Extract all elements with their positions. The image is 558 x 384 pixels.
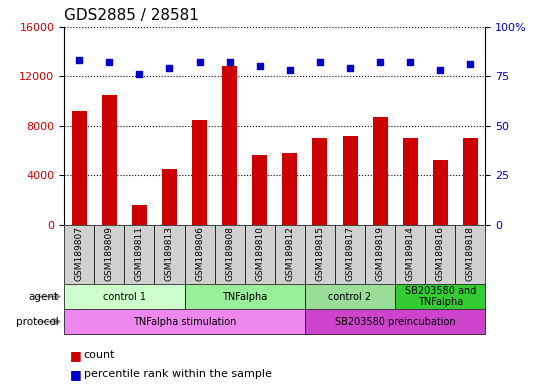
Text: SB203580 preincubation: SB203580 preincubation	[335, 316, 455, 327]
Bar	[395, 225, 425, 284]
Bar	[64, 225, 94, 284]
Point	[285, 67, 294, 73]
Text: percentile rank within the sample: percentile rank within the sample	[84, 369, 272, 379]
Text: GSM189809: GSM189809	[105, 227, 114, 281]
Point	[436, 67, 445, 73]
Text: control 2: control 2	[329, 291, 372, 302]
Bar	[433, 161, 448, 225]
Bar	[373, 117, 388, 225]
Text: SB203580 and
TNFalpha: SB203580 and TNFalpha	[405, 286, 476, 308]
Text: GSM189816: GSM189816	[436, 227, 445, 281]
Bar	[343, 136, 358, 225]
Point	[135, 71, 144, 78]
Bar	[162, 169, 177, 225]
Bar	[312, 138, 328, 225]
Bar	[335, 225, 365, 284]
Bar	[365, 225, 395, 284]
Bar	[305, 309, 485, 334]
Bar	[192, 119, 207, 225]
Text: TNFalpha: TNFalpha	[222, 291, 267, 302]
Bar	[64, 284, 185, 309]
Text: GSM189807: GSM189807	[75, 227, 84, 281]
Text: GSM189819: GSM189819	[376, 227, 384, 281]
Bar	[275, 225, 305, 284]
Point	[345, 65, 354, 71]
Text: GSM189815: GSM189815	[315, 227, 324, 281]
Bar	[215, 225, 245, 284]
Bar	[222, 66, 237, 225]
Bar	[252, 156, 267, 225]
Bar	[132, 205, 147, 225]
Text: GSM189812: GSM189812	[285, 227, 295, 281]
Bar	[463, 138, 478, 225]
Point	[75, 58, 84, 64]
Bar	[102, 95, 117, 225]
Bar	[425, 225, 455, 284]
Text: control 1: control 1	[103, 291, 146, 302]
Bar	[71, 111, 86, 225]
Point	[315, 60, 324, 66]
Text: GSM189813: GSM189813	[165, 227, 174, 281]
Text: GSM189810: GSM189810	[255, 227, 264, 281]
Text: GSM189808: GSM189808	[225, 227, 234, 281]
Bar	[185, 225, 215, 284]
Text: GSM189818: GSM189818	[466, 227, 475, 281]
Text: agent: agent	[28, 291, 59, 302]
Bar	[305, 225, 335, 284]
Point	[195, 60, 204, 66]
Bar	[94, 225, 124, 284]
Bar	[395, 284, 485, 309]
Point	[376, 60, 384, 66]
Text: GSM189817: GSM189817	[345, 227, 354, 281]
Bar	[155, 225, 185, 284]
Text: ■: ■	[70, 368, 81, 381]
Text: GSM189811: GSM189811	[135, 227, 144, 281]
Point	[466, 61, 475, 68]
Text: count: count	[84, 350, 115, 360]
Point	[256, 63, 264, 70]
Point	[225, 60, 234, 66]
Text: protocol: protocol	[16, 316, 59, 327]
Text: GSM189806: GSM189806	[195, 227, 204, 281]
Bar	[455, 225, 485, 284]
Point	[105, 60, 114, 66]
Bar	[124, 225, 155, 284]
Bar	[282, 153, 297, 225]
Bar	[403, 138, 418, 225]
Text: TNFalpha stimulation: TNFalpha stimulation	[133, 316, 236, 327]
Point	[406, 60, 415, 66]
Bar	[64, 309, 305, 334]
Bar	[185, 284, 305, 309]
Point	[165, 65, 174, 71]
Text: ■: ■	[70, 349, 81, 362]
Text: GDS2885 / 28581: GDS2885 / 28581	[64, 8, 199, 23]
Text: GSM189814: GSM189814	[406, 227, 415, 281]
Bar	[245, 225, 275, 284]
Bar	[305, 284, 395, 309]
